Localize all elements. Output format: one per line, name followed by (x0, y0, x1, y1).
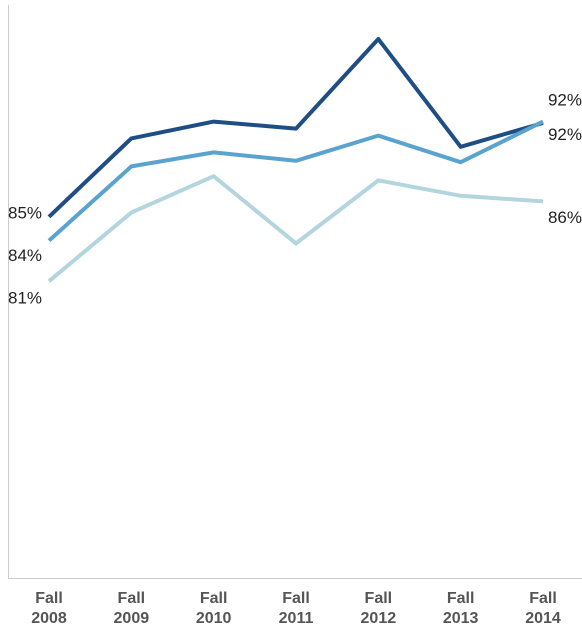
value-label: 92% (548, 125, 582, 144)
x-tick-label: Fall 2013 (442, 590, 479, 627)
x-tick-label: Fall 2011 (278, 590, 314, 627)
x-tick-label: Fall 2012 (360, 590, 397, 627)
series-line (47, 119, 544, 243)
series-line (47, 37, 544, 219)
x-tick-label: Fall 2014 (525, 590, 561, 627)
x-tick-label: Fall 2009 (113, 590, 150, 627)
value-label: 84% (8, 246, 42, 265)
value-label: 85% (8, 203, 42, 222)
value-label: 86% (548, 208, 582, 227)
series-line (47, 174, 544, 283)
value-label: 92% (548, 90, 582, 109)
x-tick-label: Fall 2008 (31, 590, 67, 627)
value-label: 81% (8, 289, 42, 308)
x-tick-label: Fall 2010 (195, 590, 232, 627)
